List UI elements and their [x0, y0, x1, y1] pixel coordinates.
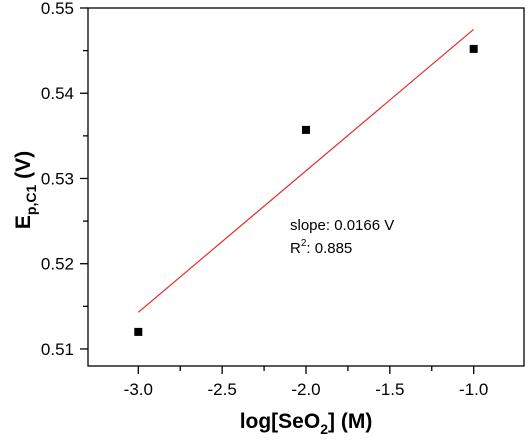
y-axis-title: Ep,C1 (V)	[12, 151, 39, 229]
data-point	[469, 44, 478, 53]
y-tick-label: 0.51	[41, 340, 74, 359]
x-axis-title: log[SeO2] (M)	[240, 410, 373, 437]
r2-annotation: R2: 0.885	[290, 238, 352, 257]
x-tick-label: -1.0	[459, 380, 488, 399]
plot-frame	[87, 7, 525, 367]
y-tick-label: 0.53	[41, 169, 74, 188]
y-axis-ticks: 0.51 0.52 0.53 0.54 0.55	[41, 0, 88, 359]
r2-value: : 0.885	[306, 240, 352, 257]
x-tick-label: -2.5	[208, 380, 237, 399]
x-axis-ticks: -3.0 -2.5 -2.0 -1.5 -1.0	[124, 366, 488, 399]
y-tick-label: 0.55	[41, 0, 74, 18]
r2-label: R	[290, 240, 301, 257]
x-tick-label: -3.0	[124, 380, 153, 399]
y-tick-label: 0.52	[41, 255, 74, 274]
data-points-layer	[134, 44, 478, 336]
linear-fit-line	[137, 28, 475, 313]
r2-superscript: 2	[301, 238, 307, 249]
data-point	[302, 125, 310, 134]
data-point	[134, 327, 143, 336]
fit-line-layer	[137, 28, 475, 313]
slope-annotation: slope: 0.0166 V	[290, 217, 394, 234]
x-tick-label: -1.5	[375, 380, 404, 399]
y-tick-label: 0.54	[41, 84, 74, 103]
x-tick-label: -2.0	[291, 380, 320, 399]
